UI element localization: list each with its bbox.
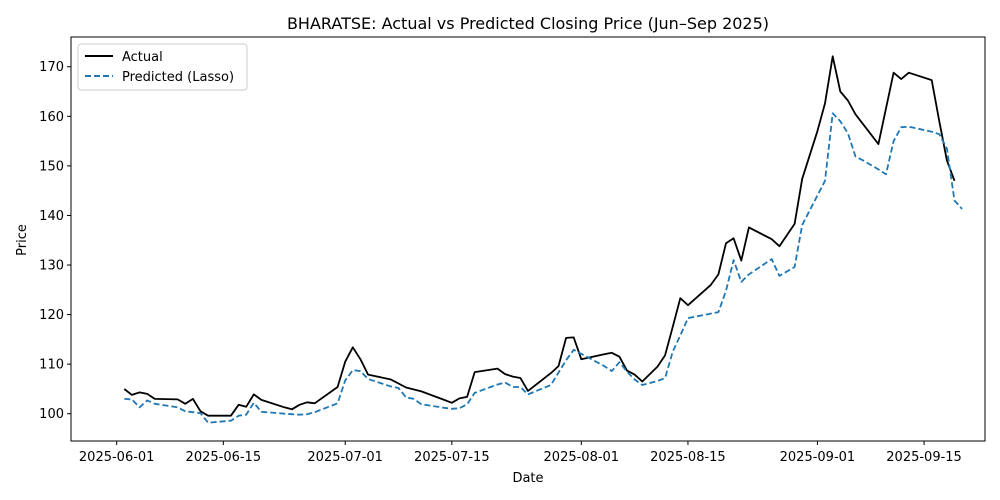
- x-tick-label: 2025-08-15: [650, 450, 726, 465]
- y-tick-label: 170: [39, 60, 64, 75]
- legend-label-predicted: Predicted (Lasso): [122, 70, 234, 85]
- x-tick-label: 2025-09-15: [886, 450, 962, 465]
- x-tick-label: 2025-06-15: [186, 450, 262, 465]
- y-tick-label: 130: [39, 259, 64, 274]
- plot-area: [123, 55, 963, 424]
- x-tick-label: 2025-06-01: [79, 450, 155, 465]
- y-tick-label: 160: [39, 110, 64, 125]
- x-tick-label: 2025-09-01: [780, 450, 856, 465]
- series-line-predicted: [124, 112, 963, 424]
- y-tick-label: 150: [39, 159, 64, 174]
- plot-area-frame: [70, 36, 986, 442]
- y-tick-label: 100: [39, 407, 64, 422]
- y-axis-label: Price: [15, 224, 30, 256]
- x-tick-label: 2025-07-01: [307, 450, 383, 465]
- chart-title: BHARATSE: Actual vs Predicted Closing Pr…: [287, 14, 769, 33]
- legend-label-actual: Actual: [122, 50, 163, 65]
- y-tick-label: 140: [39, 209, 64, 224]
- x-tick-label: 2025-07-15: [414, 450, 490, 465]
- x-axis-label: Date: [512, 471, 543, 486]
- y-tick-label: 120: [39, 308, 64, 323]
- y-tick-label: 110: [39, 358, 64, 373]
- x-axis: 2025-06-01 2025-06-15 2025-07-01 2025-07-15…: [79, 441, 962, 465]
- x-tick-label: 2025-08-01: [544, 450, 620, 465]
- series-line-actual: [123, 55, 956, 417]
- legend-box: [77, 43, 248, 91]
- y-axis: 100 110 120 130 140 150 160 170: [39, 60, 71, 422]
- legend: Actual Predicted (Lasso): [77, 43, 248, 91]
